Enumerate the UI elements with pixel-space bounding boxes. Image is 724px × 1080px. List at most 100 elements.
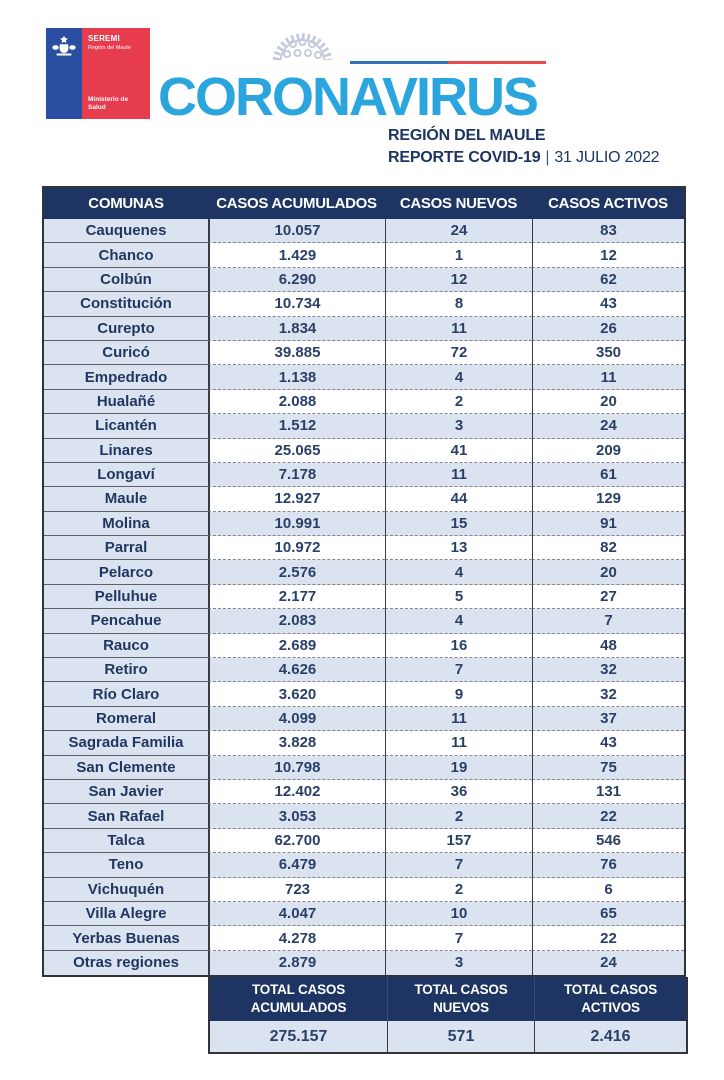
activos-cell: 65 [532, 901, 684, 927]
report-subtitle: REPORTE COVID-19 | 31 JULIO 2022 [388, 149, 660, 167]
activos-cell: 32 [532, 658, 684, 683]
table-body: Cauquenes 10.057 24 83 Chanco 1.429 1 12 Colbún 6… [44, 219, 684, 976]
nuevos-cell: 2 [385, 804, 532, 829]
table-row: Parral 10.972 13 82 [44, 536, 684, 561]
comuna-cell: Teno [44, 853, 208, 878]
acumulados-cell: 3.053 [208, 804, 385, 829]
nuevos-cell: 157 [385, 828, 532, 854]
table-row: Villa Alegre 4.047 10 65 [44, 901, 684, 927]
acumulados-cell: 723 [208, 877, 385, 902]
activos-cell: 32 [532, 682, 684, 707]
total-nuevos-value: 571 [387, 1021, 534, 1052]
activos-cell: 350 [532, 340, 684, 366]
acumulados-cell: 10.972 [208, 536, 385, 561]
comuna-cell: Licantén [44, 414, 208, 439]
page-title: CORONAVIRUS [158, 67, 539, 127]
activos-cell: 209 [532, 438, 684, 463]
acumulados-cell: 3.828 [208, 731, 385, 756]
nuevos-cell: 5 [385, 584, 532, 610]
acumulados-cell: 7.178 [208, 462, 385, 488]
table-row: Otras regiones 2.879 3 24 [44, 950, 684, 976]
nuevos-cell: 3 [385, 950, 532, 976]
activos-cell: 62 [532, 267, 684, 293]
acumulados-cell: 1.138 [208, 365, 385, 390]
acumulados-cell: 2.879 [208, 950, 385, 976]
acumulados-cell: 12.402 [208, 779, 385, 805]
comuna-cell: Cauquenes [44, 219, 208, 244]
activos-cell: 22 [532, 926, 684, 951]
activos-cell: 12 [532, 243, 684, 268]
nuevos-cell: 2 [385, 389, 532, 415]
comuna-cell: San Clemente [44, 755, 208, 780]
totals-section: TOTAL CASOS ACUMULADOS TOTAL CASOS NUEVO… [208, 977, 688, 1054]
nuevos-cell: 3 [385, 414, 532, 439]
comuna-cell: Curicó [44, 340, 208, 366]
comuna-cell: Maule [44, 487, 208, 512]
nuevos-cell: 7 [385, 658, 532, 683]
table-row: Constitución 10.734 8 43 [44, 292, 684, 317]
table-row: Molina 10.991 15 91 [44, 511, 684, 537]
activos-cell: 27 [532, 584, 684, 610]
nuevos-cell: 4 [385, 609, 532, 634]
nuevos-cell: 19 [385, 755, 532, 780]
table-row: Vichuquén 723 2 6 [44, 877, 684, 902]
activos-cell: 11 [532, 365, 684, 390]
report-date: 31 JULIO 2022 [554, 149, 660, 166]
activos-cell: 61 [532, 462, 684, 488]
acumulados-cell: 25.065 [208, 438, 385, 463]
acumulados-cell: 6.479 [208, 853, 385, 878]
comuna-cell: Pencahue [44, 609, 208, 634]
comuna-cell: Linares [44, 438, 208, 463]
acumulados-cell: 10.991 [208, 511, 385, 537]
comuna-cell: Vichuquén [44, 877, 208, 902]
column-header-comunas: COMUNAS [88, 195, 164, 212]
nuevos-cell: 7 [385, 853, 532, 878]
table-row: Licantén 1.512 3 24 [44, 414, 684, 439]
table-row: Pelluhue 2.177 5 27 [44, 584, 684, 610]
table-header-row: COMUNAS CASOS ACUMULADOS CASOS NUEVOS CA… [44, 188, 684, 219]
activos-cell: 37 [532, 706, 684, 732]
nuevos-cell: 1 [385, 243, 532, 268]
cases-table: COMUNAS CASOS ACUMULADOS CASOS NUEVOS CA… [42, 186, 686, 978]
total-acumulados-value: 275.157 [269, 1027, 328, 1045]
table-row: Pelarco 2.576 4 20 [44, 560, 684, 585]
activos-cell: 129 [532, 487, 684, 512]
table-row: Yerbas Buenas 4.278 7 22 [44, 926, 684, 951]
nuevos-cell: 11 [385, 706, 532, 732]
table-row: Sagrada Familia 3.828 11 43 [44, 731, 684, 756]
acumulados-cell: 2.689 [208, 633, 385, 659]
table-row: Rauco 2.689 16 48 [44, 633, 684, 659]
activos-cell: 24 [532, 950, 684, 976]
activos-cell: 20 [532, 389, 684, 415]
activos-cell: 22 [532, 804, 684, 829]
region-title: REGIÓN DEL MAULE [388, 127, 546, 144]
column-header-acumulados: CASOS ACUMULADOS [216, 195, 377, 212]
acumulados-cell: 1.834 [208, 316, 385, 341]
nuevos-cell: 41 [385, 438, 532, 463]
acumulados-cell: 4.099 [208, 706, 385, 732]
logo-red-panel: SEREMI Región del Maule Ministerio de Sa… [82, 28, 150, 119]
acumulados-cell: 10.057 [208, 219, 385, 244]
comuna-cell: Constitución [44, 292, 208, 317]
nuevos-cell: 4 [385, 560, 532, 585]
comuna-cell: Colbún [44, 267, 208, 293]
nuevos-cell: 8 [385, 292, 532, 317]
comuna-cell: Talca [44, 828, 208, 854]
activos-cell: 7 [532, 609, 684, 634]
comuna-cell: Rauco [44, 633, 208, 659]
comuna-cell: San Rafael [44, 804, 208, 829]
table-row: San Javier 12.402 36 131 [44, 779, 684, 805]
comuna-cell: Sagrada Familia [44, 731, 208, 756]
pipe-separator: | [545, 149, 550, 166]
nuevos-cell: 7 [385, 926, 532, 951]
comuna-cell: Otras regiones [44, 950, 208, 976]
totals-values-row: 275.157 571 2.416 [210, 1021, 686, 1052]
comuna-cell: Pelarco [44, 560, 208, 585]
table-row: Romeral 4.099 11 37 [44, 706, 684, 732]
comuna-cell: Romeral [44, 706, 208, 732]
totals-header-activos: TOTAL CASOS ACTIVOS [534, 977, 686, 1021]
nuevos-cell: 4 [385, 365, 532, 390]
coat-of-arms-icon [52, 35, 76, 56]
acumulados-cell: 4.626 [208, 658, 385, 683]
